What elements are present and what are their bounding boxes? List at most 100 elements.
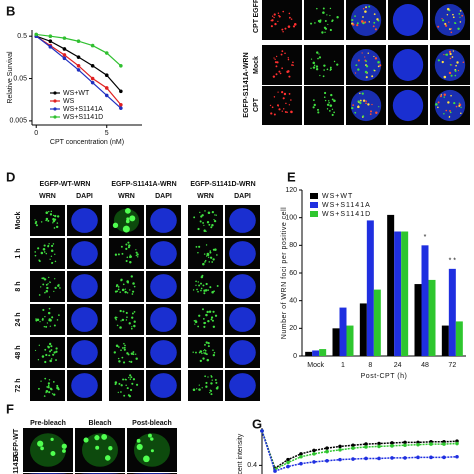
row-label: 1 h (15, 248, 22, 258)
focus (45, 252, 48, 255)
focus (214, 248, 217, 251)
focus (319, 74, 321, 77)
x-tick-label: 8 (368, 362, 372, 369)
focus (132, 353, 135, 356)
column-header: Post-bleach (132, 420, 172, 427)
data-point (312, 448, 316, 453)
focus (330, 68, 332, 71)
focus (281, 50, 284, 53)
focus (453, 101, 456, 105)
focus (326, 14, 328, 16)
focus (283, 92, 287, 96)
x-tick-label: Mock (307, 362, 324, 369)
focus (444, 24, 448, 27)
bar (373, 289, 381, 356)
focus (128, 322, 131, 325)
focus (38, 344, 40, 346)
focus (127, 394, 130, 397)
focus (329, 104, 333, 107)
focus (126, 316, 128, 319)
focus (126, 256, 129, 259)
legend-swatch (310, 193, 318, 199)
focus (46, 386, 48, 388)
y-axis-label: Relative Survival (7, 51, 14, 104)
legend-swatch (310, 202, 318, 208)
data-point (364, 442, 368, 446)
focus (207, 341, 210, 345)
focus (131, 382, 134, 385)
focus (282, 97, 285, 100)
focus (197, 281, 199, 283)
focus (454, 74, 457, 77)
focus (216, 284, 219, 287)
focus (354, 111, 357, 114)
data-point (429, 455, 433, 460)
focus (55, 347, 58, 350)
focus (316, 108, 320, 111)
focus (449, 52, 452, 56)
focus (36, 318, 40, 322)
focus (287, 25, 291, 28)
data-point (76, 55, 81, 59)
focus (269, 104, 272, 107)
focus (38, 294, 41, 296)
focus (293, 23, 297, 26)
focus (437, 106, 439, 109)
focus (449, 111, 452, 114)
data-point (325, 446, 329, 450)
focus (205, 381, 208, 385)
focus (287, 58, 290, 61)
focus (196, 388, 198, 390)
focus (114, 381, 118, 384)
focus (460, 106, 462, 109)
focus (368, 21, 370, 23)
data-point (62, 53, 67, 57)
focus (277, 105, 279, 107)
focus (372, 25, 375, 28)
focus (359, 101, 362, 105)
focus (203, 253, 206, 255)
focus (197, 251, 199, 254)
focus (57, 388, 60, 391)
focus (199, 350, 203, 353)
focus (449, 57, 452, 60)
bar (346, 325, 354, 356)
focus (201, 308, 204, 311)
data-point (104, 86, 109, 90)
focus (53, 351, 56, 354)
focus (367, 103, 370, 106)
focus (323, 69, 325, 71)
focus (288, 75, 291, 78)
focus (54, 214, 57, 218)
focus (50, 244, 54, 248)
focus (322, 75, 325, 78)
focus (210, 256, 213, 259)
focus (450, 28, 453, 30)
nucleus (434, 89, 466, 122)
focus (439, 95, 442, 98)
nucleus (71, 274, 98, 299)
focus (449, 109, 451, 112)
focus (48, 391, 51, 394)
focus (278, 108, 281, 111)
focus (47, 382, 51, 385)
focus (211, 379, 213, 381)
focus (117, 288, 120, 291)
focus (83, 437, 89, 443)
legend-label: WS+S1141D (63, 114, 103, 121)
legend-label: WS+S1141A (63, 106, 103, 113)
focus (49, 359, 52, 363)
row-label: CPT (253, 97, 260, 112)
annotation: * * (449, 258, 457, 265)
data-point (338, 444, 342, 449)
legend-label: WS+S1141D (322, 211, 371, 218)
legend-label: WS+WT (322, 193, 353, 200)
focus (48, 296, 51, 298)
y-axis-label: Number of WRN foci per positive cell (281, 207, 288, 339)
focus (121, 318, 125, 322)
focus (37, 440, 44, 447)
subcolumn-header: WRN (39, 193, 56, 200)
focus (136, 443, 143, 451)
row-label: 24 h (15, 312, 22, 326)
focus (203, 229, 206, 233)
